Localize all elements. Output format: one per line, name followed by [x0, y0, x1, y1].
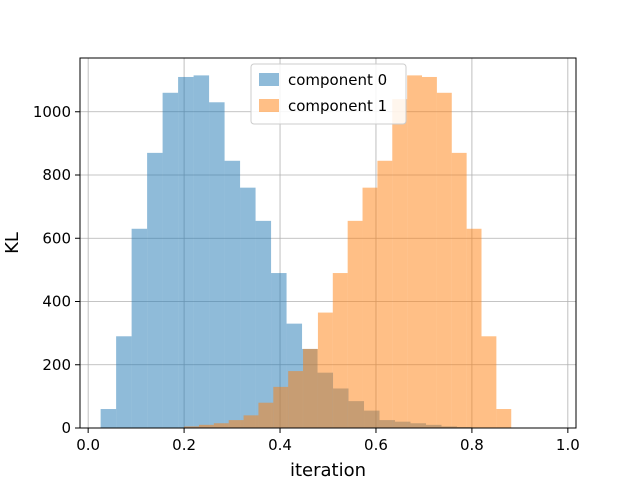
- x-tick-label: 0.2: [172, 436, 196, 454]
- legend: component 0 component 1: [250, 63, 407, 125]
- histogram-bar-series-1: [347, 220, 363, 428]
- x-tick-label: 0.8: [460, 436, 484, 454]
- histogram-bar-series-1: [228, 420, 244, 428]
- histogram-bar-series-0: [162, 92, 179, 429]
- histogram-bar-series-1: [466, 228, 482, 428]
- histogram-bar-series-1: [303, 348, 318, 428]
- histogram-bar-series-1: [392, 99, 408, 428]
- y-tick-label: 0: [61, 419, 71, 437]
- histogram-bar-series-0: [131, 228, 148, 428]
- histogram-bar-series-1: [213, 423, 229, 428]
- y-axis-label: KL: [2, 232, 23, 254]
- x-axis-label: iteration: [290, 460, 366, 480]
- histogram-bar-series-1: [451, 152, 467, 428]
- histogram-bar-series-1: [362, 187, 378, 428]
- y-tick-label: 400: [42, 293, 71, 311]
- y-tick-label: 1000: [33, 103, 71, 121]
- y-axis-ticks: 0 200 400 600 800 1000: [33, 103, 80, 437]
- x-tick-label: 1.0: [556, 436, 580, 454]
- plot-frame: [79, 57, 577, 429]
- histogram-bar-series-1: [258, 402, 274, 428]
- legend-swatch: [259, 99, 279, 112]
- legend-swatch: [259, 73, 279, 86]
- histogram-bar-series-1: [317, 312, 333, 428]
- x-tick-label: 0.6: [364, 436, 388, 454]
- histogram-bar-series-0: [147, 152, 163, 428]
- histogram-bar-series-0: [193, 75, 210, 429]
- histogram-bar-series-1: [184, 426, 199, 428]
- histogram-bar-series-0: [240, 187, 256, 428]
- x-tick-label: 0.4: [268, 436, 292, 454]
- histogram-bar-series-1: [496, 409, 512, 428]
- histogram-bar-series-1: [377, 160, 393, 428]
- histogram-bar-series-0: [255, 220, 272, 428]
- histogram-bar-series-1: [198, 424, 214, 428]
- legend-label: component 1: [288, 97, 387, 115]
- histogram-bar-series-0: [224, 160, 241, 428]
- histogram-bar-series-1: [332, 273, 348, 428]
- histogram-bar-series-1: [407, 75, 423, 429]
- y-tick-label: 200: [42, 356, 71, 374]
- histogram-bar-series-1: [422, 76, 437, 428]
- x-axis-ticks: 0.0 0.2 0.4 0.6 0.8 1.0: [76, 428, 580, 454]
- y-tick-label: 600: [42, 229, 71, 247]
- histogram-bar-series-1: [243, 415, 259, 428]
- histogram-bar-series-0: [100, 409, 117, 428]
- histogram-bar-series-0: [178, 76, 194, 428]
- histogram-bar-series-0: [116, 336, 132, 428]
- y-tick-label: 800: [42, 166, 71, 184]
- histogram-bar-series-1: [273, 386, 289, 428]
- histogram-bar-series-1: [288, 371, 304, 428]
- legend-label: component 0: [288, 71, 387, 89]
- histogram-bar-series-1: [436, 92, 452, 429]
- x-tick-label: 0.0: [76, 436, 100, 454]
- histogram-bars: [100, 75, 512, 429]
- legend-box: [250, 63, 407, 125]
- histogram-bar-series-0: [209, 102, 225, 429]
- histogram-bar-series-1: [481, 336, 497, 428]
